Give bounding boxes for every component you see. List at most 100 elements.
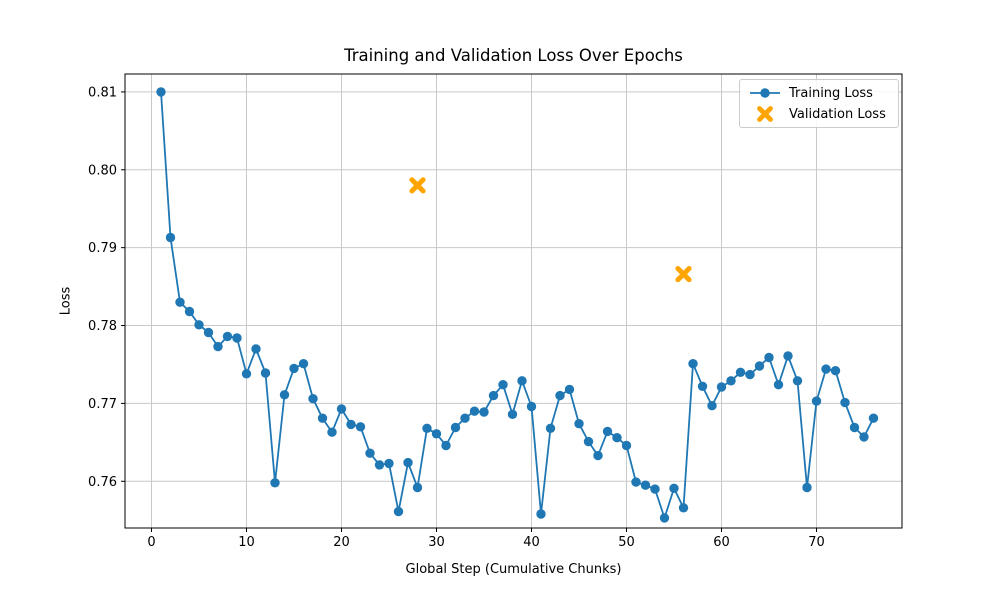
x-tick-label: 50: [618, 535, 635, 550]
training-loss-point: [726, 376, 736, 386]
training-loss-point: [830, 366, 841, 376]
x-tick-label: 0: [147, 535, 155, 550]
training-loss-point: [773, 380, 784, 390]
y-axis-label: Loss: [58, 286, 74, 316]
training-loss-point: [507, 409, 518, 419]
training-loss-point: [203, 327, 214, 338]
training-loss-point: [650, 484, 660, 494]
y-tick-label: 0.77: [88, 397, 117, 412]
training-loss-point: [317, 413, 328, 423]
validation-loss-point: [675, 266, 692, 283]
training-loss-point: [640, 480, 651, 490]
training-loss-point: [783, 351, 793, 361]
legend-label-validation-loss: Validation Loss: [789, 106, 886, 122]
x-axis-label: Global Step (Cumulative Chunks): [405, 562, 622, 577]
training-loss-point: [526, 401, 537, 412]
training-loss-point: [346, 419, 356, 430]
training-loss-point: [868, 413, 879, 423]
training-loss-point: [669, 483, 679, 493]
legend-item-training-loss: Training Loss: [748, 83, 886, 103]
training-loss-point: [811, 396, 822, 406]
plot-border: [124, 73, 903, 529]
training-loss-point: [517, 376, 527, 386]
training-loss-point: [792, 376, 803, 386]
x-tick-label: 40: [523, 535, 540, 550]
y-tick-label: 0.81: [88, 85, 117, 100]
training-loss-line: [160, 91, 875, 519]
y-tick-label: 0.80: [88, 163, 117, 178]
training-loss-point: [659, 513, 670, 523]
training-loss-point: [802, 482, 812, 493]
training-loss-point: [859, 432, 869, 442]
training-loss-point: [536, 509, 546, 519]
legend-item-validation-loss: Validation Loss: [748, 104, 886, 124]
x-tick-label: 10: [238, 535, 255, 550]
training-loss-point: [764, 352, 774, 363]
training-loss-point: [583, 436, 594, 447]
training-loss-point: [469, 406, 480, 416]
training-loss-point: [498, 380, 508, 390]
training-loss-point: [213, 341, 223, 352]
training-loss-point: [716, 382, 727, 392]
training-loss-point: [232, 333, 242, 343]
training-loss-point: [574, 419, 584, 429]
training-loss-point: [821, 364, 831, 374]
training-loss-point: [289, 363, 299, 374]
training-loss-point: [374, 460, 385, 470]
training-loss-point: [403, 457, 413, 468]
x-tick-label: 20: [333, 535, 350, 550]
training-loss-point: [745, 369, 755, 380]
legend: Training Loss Validation Loss: [739, 79, 899, 128]
x-tick-label: 60: [713, 535, 730, 550]
training-loss-point: [707, 401, 717, 411]
training-loss-point: [688, 359, 698, 369]
training-loss-point: [222, 331, 233, 342]
training-loss-point: [384, 458, 394, 469]
training-loss-point: [412, 482, 423, 493]
y-tick-label: 0.78: [88, 319, 117, 334]
training-loss-point: [612, 433, 622, 443]
training-loss-point: [251, 344, 261, 354]
training-loss-point: [849, 422, 860, 433]
training-loss-point: [488, 390, 499, 401]
training-loss-point: [194, 320, 204, 330]
y-tick-label: 0.79: [88, 241, 117, 256]
training-loss-line-icon: [748, 85, 782, 101]
training-loss-point: [754, 361, 765, 371]
y-tick-label: 0.76: [88, 475, 117, 490]
training-loss-point: [545, 423, 556, 433]
training-loss-point: [365, 448, 375, 458]
validation-loss-point: [409, 177, 426, 194]
training-loss-point: [602, 426, 613, 437]
x-tick-label: 70: [808, 535, 825, 550]
training-loss-point: [555, 390, 565, 401]
training-loss-point: [621, 440, 632, 451]
training-loss-point: [441, 440, 451, 451]
training-loss-point: [840, 397, 850, 408]
training-loss-point: [355, 422, 366, 432]
training-loss-point: [175, 297, 185, 307]
training-loss-point: [422, 423, 432, 433]
training-loss-point: [393, 506, 404, 517]
legend-label-training-loss: Training Loss: [789, 85, 873, 101]
training-loss-point: [165, 232, 176, 243]
training-loss-point: [308, 394, 318, 404]
training-loss-point: [156, 87, 166, 97]
chart-title: Training and Validation Loss Over Epochs: [344, 46, 683, 65]
training-loss-point: [564, 384, 575, 395]
training-loss-point: [241, 369, 252, 379]
training-loss-point: [336, 404, 347, 414]
training-loss-point: [735, 367, 746, 377]
training-loss-point: [270, 478, 280, 488]
training-loss-point: [450, 422, 461, 433]
training-loss-point: [697, 381, 708, 391]
training-loss-point: [260, 368, 271, 378]
training-loss-point: [327, 427, 337, 437]
training-loss-point: [593, 450, 603, 461]
training-loss-point: [460, 413, 470, 423]
training-loss-point: [298, 359, 309, 369]
training-loss-point: [631, 477, 641, 487]
x-tick-label: 30: [428, 535, 445, 550]
training-loss-point: [479, 407, 489, 417]
